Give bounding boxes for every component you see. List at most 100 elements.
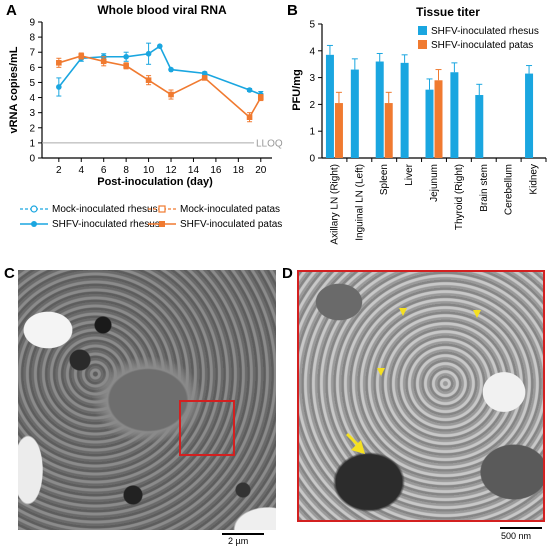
x-tick-label: 16 — [210, 165, 222, 176]
legend-b-rhesus-swatch — [418, 26, 427, 35]
data-point — [78, 53, 85, 59]
y-tick-label: 2 — [309, 100, 315, 111]
y-tick-label: 4 — [309, 46, 315, 57]
bar — [434, 80, 443, 158]
data-point — [257, 94, 264, 101]
data-point — [145, 50, 152, 57]
data-point — [246, 114, 253, 120]
chart-a-legend: Mock-inoculated rhesus Mock-inoculated p… — [20, 204, 282, 230]
category-label: Axillary LN (Right) — [329, 164, 340, 245]
scalebar-d-label: 500 nm — [501, 531, 532, 541]
category-label: Jejunum — [429, 164, 440, 202]
x-tick-label: 12 — [165, 165, 177, 176]
category-label: Spleen — [379, 164, 390, 195]
bar — [384, 103, 393, 158]
y-tick-label: 5 — [309, 20, 315, 31]
y-tick-label: 0 — [309, 154, 315, 165]
y-tick-label: 6 — [29, 63, 35, 74]
panel-label-d: D — [282, 265, 293, 282]
micrograph-zoom — [297, 270, 545, 522]
y-tick-label: 5 — [29, 78, 35, 89]
x-tick-label: 4 — [78, 165, 84, 176]
data-point — [56, 60, 62, 66]
y-tick-label: 8 — [29, 33, 35, 44]
arrowhead-marker-2 — [473, 310, 481, 318]
data-point — [168, 66, 174, 73]
legend-mock-patas-label: Mock-inoculated patas — [180, 204, 280, 215]
bar — [475, 95, 484, 158]
zoom-region-box — [179, 400, 235, 456]
series-line — [58, 44, 262, 96]
x-tick-label: 14 — [188, 165, 200, 176]
chart-b-ylabel: PFU/mg — [291, 69, 303, 111]
legend-b-rhesus-label: SHFV-inoculated rhesus — [431, 26, 539, 37]
category-label: Inguinal LN (Left) — [354, 164, 365, 241]
micrograph-overview — [18, 270, 276, 530]
arrow-marker-head — [351, 440, 365, 454]
bar — [400, 62, 409, 158]
data-point — [246, 87, 253, 93]
y-tick-label: 0 — [29, 154, 35, 165]
category-label: Liver — [404, 163, 415, 185]
category-label: Brain stem — [479, 164, 490, 212]
legend-b-patas-label: SHFV-inoculated patas — [431, 40, 533, 51]
series-line — [58, 55, 262, 119]
scalebar-c-label: 2 µm — [228, 536, 249, 546]
legend-mock-patas: Mock-inoculated patas — [148, 204, 280, 215]
bar — [525, 73, 534, 158]
data-point — [56, 84, 62, 90]
data-point — [201, 75, 208, 81]
category-label: Kidney — [529, 164, 540, 195]
legend-shfv-rhesus-label: SHFV-inoculated rhesus — [52, 219, 160, 230]
arrowhead-marker-3 — [377, 368, 385, 376]
legend-b-patas-swatch — [418, 40, 427, 49]
chart-b-legend: SHFV-inoculated rhesus SHFV-inoculated p… — [418, 26, 539, 51]
data-point — [100, 58, 107, 65]
data-point — [168, 91, 174, 98]
legend-mock-rhesus: Mock-inoculated rhesus — [20, 204, 158, 215]
bar — [375, 61, 384, 158]
scalebar-d-line — [500, 527, 542, 529]
chart-a-xlabel: Post-inoculation (day) — [97, 176, 213, 188]
category-label: Thyroid (Right) — [454, 164, 465, 230]
panel-label-a: A — [6, 2, 17, 19]
lloq-label: LLOQ — [256, 138, 283, 149]
y-tick-label: 7 — [29, 48, 35, 59]
chart-b-title: Tissue titer — [416, 5, 480, 19]
micrograph-zoom-arrows — [345, 308, 481, 454]
x-tick-label: 20 — [255, 165, 267, 176]
legend-shfv-rhesus: SHFV-inoculated rhesus — [20, 219, 160, 230]
data-point — [157, 43, 163, 49]
y-tick-label: 4 — [29, 93, 35, 104]
legend-shfv-patas: SHFV-inoculated patas — [148, 219, 282, 230]
bar — [334, 103, 343, 158]
bar — [325, 54, 334, 158]
bar — [450, 72, 459, 158]
x-tick-label: 6 — [101, 165, 107, 176]
bar — [350, 69, 359, 158]
y-tick-label: 1 — [29, 138, 35, 149]
legend-shfv-patas-label: SHFV-inoculated patas — [180, 219, 282, 230]
y-tick-label: 3 — [309, 73, 315, 84]
category-label: Cerebellum — [504, 164, 515, 215]
data-point — [123, 53, 129, 60]
data-point — [201, 70, 208, 77]
bar — [425, 89, 434, 158]
x-tick-label: 10 — [143, 165, 155, 176]
data-point — [145, 77, 152, 83]
chart-tissue-titer: Tissue titer PFU/mg 0 1 2 3 4 5 Axillary LN (R… — [291, 5, 547, 245]
arrowhead-marker-1 — [399, 308, 407, 316]
legend-mock-rhesus-label: Mock-inoculated rhesus — [52, 204, 158, 215]
chart-a-title: Whole blood viral RNA — [97, 3, 227, 17]
y-tick-label: 2 — [29, 123, 35, 134]
chart-a-ylabel: vRNA copies/mL — [8, 46, 20, 133]
x-tick-label: 2 — [56, 165, 62, 176]
panel-label-c: C — [4, 265, 15, 282]
y-tick-label: 1 — [309, 127, 315, 138]
x-tick-label: 18 — [233, 165, 245, 176]
x-tick-label: 8 — [123, 165, 129, 176]
y-tick-label: 9 — [29, 18, 35, 29]
scalebar-c-line — [222, 533, 264, 535]
panel-label-b: B — [287, 2, 298, 19]
